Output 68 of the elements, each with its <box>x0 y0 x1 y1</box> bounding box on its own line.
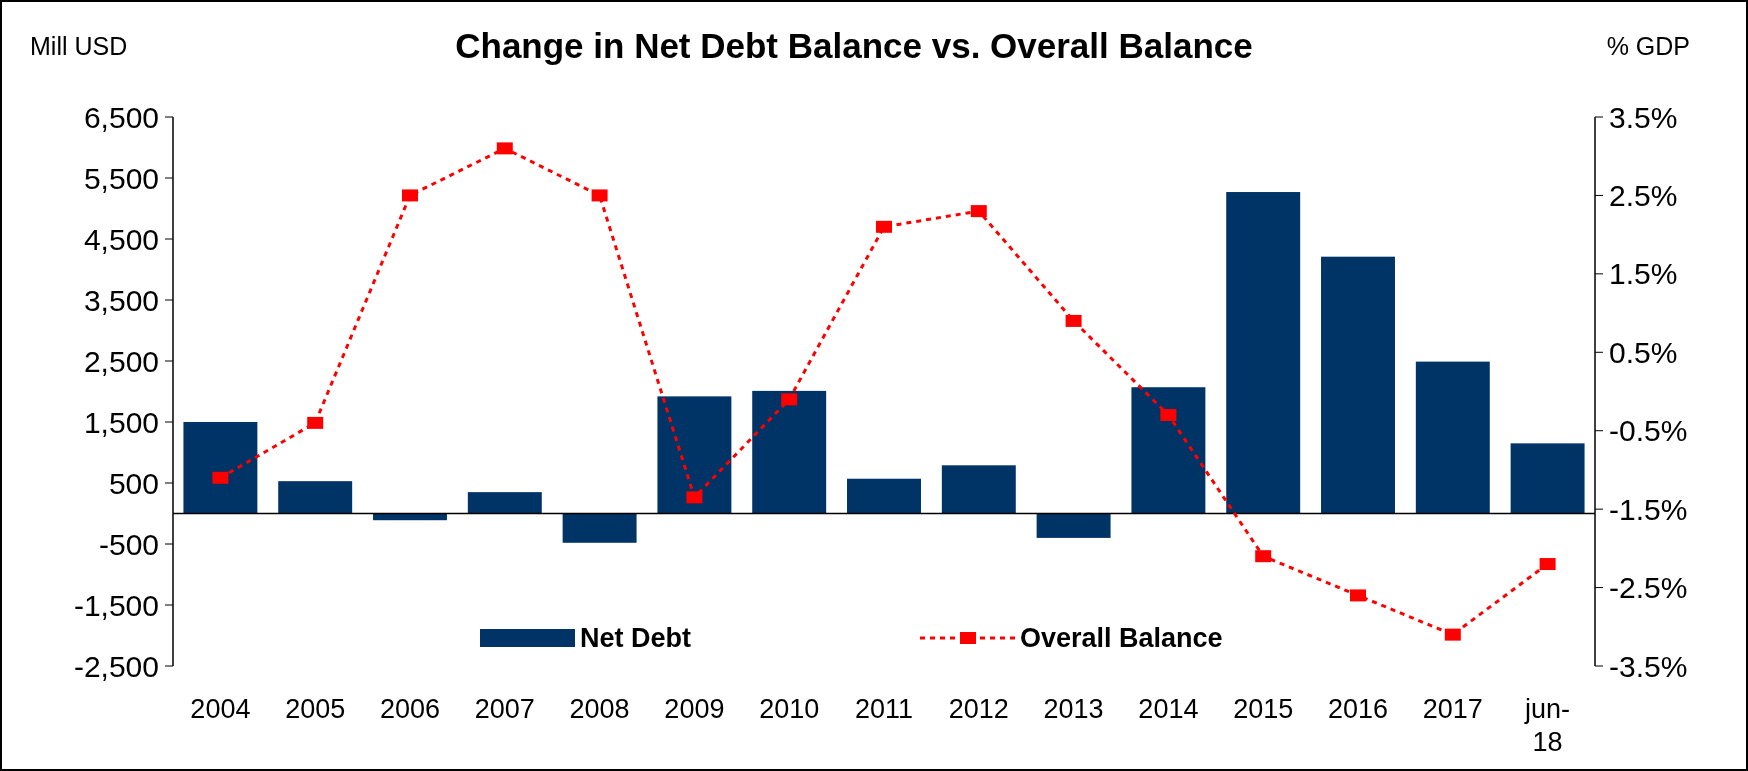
bar <box>278 481 353 514</box>
point <box>1065 314 1082 327</box>
x-tick-label: 2011 <box>854 694 914 724</box>
point <box>970 205 987 218</box>
x-tick-label: 2004 <box>190 694 251 724</box>
x-tick-label: 2007 <box>474 694 535 724</box>
legend-label: Net Debt <box>580 623 692 654</box>
y-tick-label: -1,500 <box>73 588 159 622</box>
bar <box>373 513 447 521</box>
y2-tick-label: -1.5% <box>1609 492 1688 526</box>
y2-tick-label: -0.5% <box>1609 414 1688 448</box>
y2-tick-label: 1.5% <box>1609 257 1678 291</box>
y2-tick-label: -2.5% <box>1609 571 1688 605</box>
bar <box>1415 361 1490 514</box>
y-tick-label: -2,500 <box>73 649 159 683</box>
x-tick-label: 2015 <box>1233 694 1294 724</box>
point <box>781 393 798 406</box>
bar <box>657 396 732 514</box>
bar <box>467 492 542 514</box>
x-tick-label: 2006 <box>379 694 441 724</box>
x-tick-label: 2009 <box>664 694 725 724</box>
y-axis-title: Mill USD <box>30 32 128 60</box>
bar <box>562 513 637 543</box>
x-tick-label: 2014 <box>1138 694 1199 724</box>
x-tick-label: 2017 <box>1422 694 1483 724</box>
y-tick-label: 500 <box>108 466 159 500</box>
bar <box>1321 256 1395 514</box>
bar <box>1226 192 1301 514</box>
y-tick-label: 2,500 <box>83 344 159 378</box>
point <box>307 416 324 429</box>
bar <box>941 465 1016 514</box>
bar <box>847 478 921 514</box>
legend-label: Overall Balance <box>1020 623 1223 654</box>
y-tick-label: 3,500 <box>83 283 159 317</box>
y-tick-label: 1,500 <box>83 405 159 439</box>
bar <box>1131 387 1206 514</box>
point <box>402 189 418 202</box>
point <box>496 142 513 155</box>
x-tick-label: 2016 <box>1327 694 1389 724</box>
point <box>212 471 229 484</box>
point <box>1255 550 1272 563</box>
y2-axis-title: % GDP <box>1606 32 1690 60</box>
bar <box>1036 513 1111 538</box>
bar <box>183 422 258 514</box>
x-tick-label: 2008 <box>569 694 630 724</box>
y2-tick-label: 0.5% <box>1609 335 1678 369</box>
point <box>1350 589 1366 602</box>
point <box>1160 409 1177 422</box>
point <box>1444 628 1461 641</box>
y-tick-label: -500 <box>98 527 159 561</box>
y-tick-label: 5,500 <box>83 161 159 195</box>
x-tick-label: 2013 <box>1043 694 1104 724</box>
point <box>876 220 892 233</box>
y-tick-label: 6,500 <box>83 100 159 134</box>
y-tick-label: 4,500 <box>83 222 159 256</box>
x-tick-label: 2010 <box>759 694 820 724</box>
point <box>1539 558 1556 571</box>
point <box>591 189 608 202</box>
x-tick-label: 2012 <box>948 694 1009 724</box>
x-tick-label: 2005 <box>285 694 346 724</box>
y2-tick-label: 2.5% <box>1609 178 1678 212</box>
y2-tick-label: -3.5% <box>1609 649 1688 683</box>
bar <box>1510 443 1585 514</box>
chart-title: Change in Net Debt Balance vs. Overall Balance <box>455 26 1253 65</box>
point <box>686 491 703 504</box>
y2-tick-label: 3.5% <box>1609 100 1678 134</box>
x-tick-label: jun-18 <box>1524 694 1571 757</box>
bar <box>752 390 827 514</box>
